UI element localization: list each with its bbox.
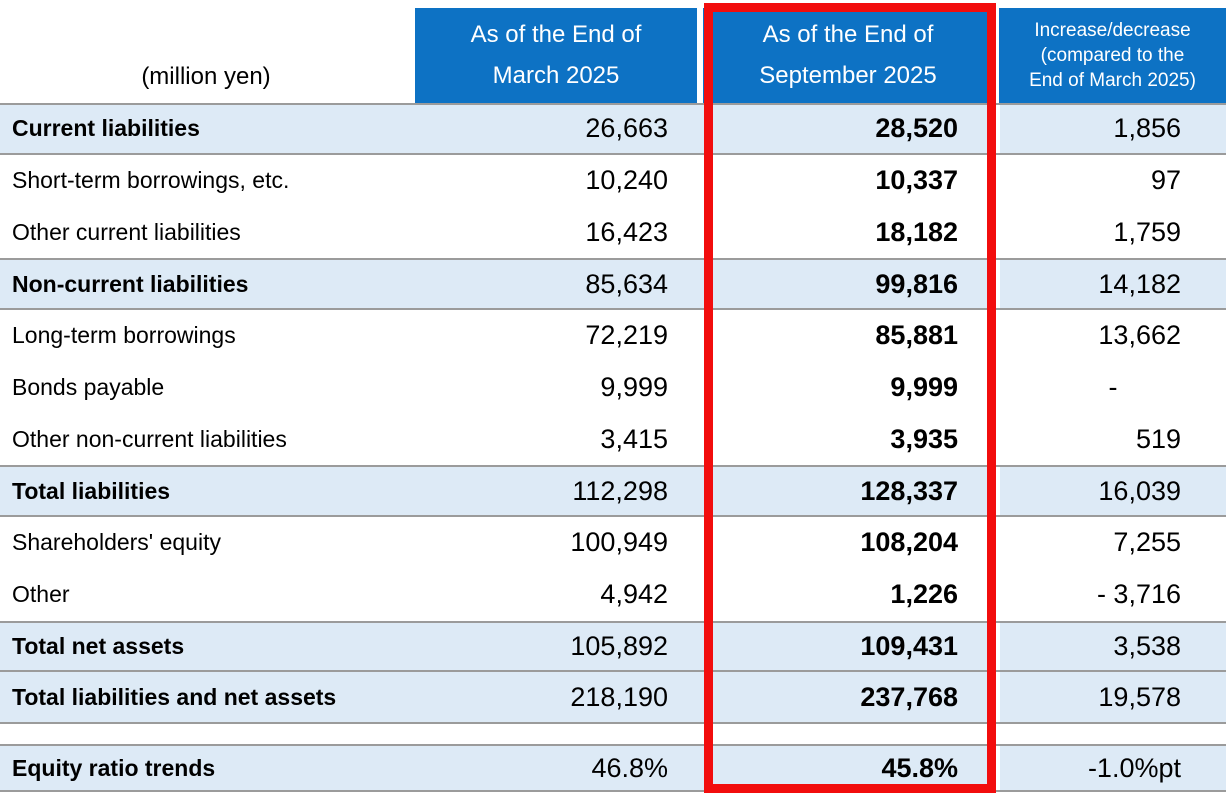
column-gap xyxy=(994,361,1000,414)
change-value: 14,182 xyxy=(1000,260,1226,308)
section-spacer xyxy=(0,724,1226,744)
march-value: 85,634 xyxy=(412,260,700,308)
table-row-bonds-payable: Bonds payable 9,999 9,999 - xyxy=(0,361,1226,414)
table-row-shareholders-equity: Shareholders' equity 100,949 108,204 7,2… xyxy=(0,517,1226,569)
row-label: Equity ratio trends xyxy=(0,746,412,790)
table-row-other: Other 4,942 1,226 - 3,716 xyxy=(0,568,1226,621)
march-value: 26,663 xyxy=(412,105,700,153)
column-header-march-line2: March 2025 xyxy=(492,62,620,89)
change-value: 1,856 xyxy=(1000,105,1226,153)
september-value: 109,431 xyxy=(700,622,994,671)
column-gap xyxy=(994,154,1000,207)
september-value: 99,816 xyxy=(700,260,994,308)
change-value: 1,759 xyxy=(1000,206,1226,259)
row-label: Long-term borrowings xyxy=(0,310,412,362)
column-header-september-line2: September 2025 xyxy=(759,62,937,89)
september-value: 237,768 xyxy=(700,672,994,722)
table-row-other-non-current-liabilities: Other non-current liabilities 3,415 3,93… xyxy=(0,413,1226,466)
september-value: 85,881 xyxy=(700,310,994,362)
table-row-current-liabilities: Current liabilities 26,663 28,520 1,856 xyxy=(0,103,1226,155)
column-gap xyxy=(994,260,1000,308)
change-value: 3,538 xyxy=(1000,622,1226,671)
table-row-long-term-borrowings: Long-term borrowings 72,219 85,881 13,66… xyxy=(0,310,1226,362)
table-row-equity-ratio-trends: Equity ratio trends 46.8% 45.8% -1.0%pt xyxy=(0,744,1226,792)
column-gap xyxy=(994,206,1000,259)
september-value: 1,226 xyxy=(700,568,994,621)
change-value: - 3,716 xyxy=(1000,568,1226,621)
row-label: Shareholders' equity xyxy=(0,517,412,569)
change-value: 7,255 xyxy=(1000,517,1226,569)
september-value: 18,182 xyxy=(700,206,994,259)
column-header-change-line3: End of March 2025) xyxy=(1029,70,1196,91)
column-header-september-line1: As of the End of xyxy=(762,21,934,48)
table-header: (million yen) As of the End of March 202… xyxy=(0,0,1226,103)
table-row-total-net-assets: Total net assets 105,892 109,431 3,538 xyxy=(0,620,1226,673)
row-label: Other non-current liabilities xyxy=(0,413,412,466)
table-row-total-liabilities-and-net-assets: Total liabilities and net assets 218,190… xyxy=(0,672,1226,724)
column-header-change-line2: (compared to the xyxy=(1040,45,1185,66)
column-gap xyxy=(994,413,1000,466)
march-value: 72,219 xyxy=(412,310,700,362)
unit-label: (million yen) xyxy=(141,63,271,90)
march-value: 100,949 xyxy=(412,517,700,569)
september-value: 10,337 xyxy=(700,154,994,207)
column-gap xyxy=(994,105,1000,153)
column-gap xyxy=(994,568,1000,621)
march-value: 10,240 xyxy=(412,154,700,207)
row-label: Non-current liabilities xyxy=(0,260,412,308)
change-value: 19,578 xyxy=(1000,672,1226,722)
table-row-other-current-liabilities: Other current liabilities 16,423 18,182 … xyxy=(0,206,1226,259)
column-gap xyxy=(994,310,1000,362)
column-header-change: Increase/decrease (compared to the End o… xyxy=(999,8,1226,103)
row-label: Bonds payable xyxy=(0,361,412,414)
column-gap xyxy=(994,672,1000,722)
change-value: 97 xyxy=(1000,154,1226,207)
column-gap xyxy=(994,622,1000,671)
march-value: 218,190 xyxy=(412,672,700,722)
march-value: 46.8% xyxy=(412,746,700,790)
row-label: Other xyxy=(0,568,412,621)
row-label: Total net assets xyxy=(0,622,412,671)
column-gap xyxy=(994,467,1000,515)
september-value: 9,999 xyxy=(700,361,994,414)
column-header-march-line1: As of the End of xyxy=(470,21,642,48)
column-header-march: As of the End of March 2025 xyxy=(415,8,697,103)
row-label: Short-term borrowings, etc. xyxy=(0,154,412,207)
table-row-short-term-borrowings: Short-term borrowings, etc. 10,240 10,33… xyxy=(0,154,1226,207)
table-row-total-liabilities: Total liabilities 112,298 128,337 16,039 xyxy=(0,465,1226,517)
september-value: 128,337 xyxy=(700,467,994,515)
march-value: 9,999 xyxy=(412,361,700,414)
table-row-non-current-liabilities: Non-current liabilities 85,634 99,816 14… xyxy=(0,258,1226,310)
march-value: 105,892 xyxy=(412,622,700,671)
column-header-change-line1: Increase/decrease xyxy=(1034,20,1191,41)
change-value: 16,039 xyxy=(1000,467,1226,515)
row-label: Current liabilities xyxy=(0,105,412,153)
september-value: 3,935 xyxy=(700,413,994,466)
change-value: -1.0%pt xyxy=(1000,746,1226,790)
row-label: Total liabilities xyxy=(0,467,412,515)
september-value: 28,520 xyxy=(700,105,994,153)
september-value: 45.8% xyxy=(700,746,994,790)
row-label: Total liabilities and net assets xyxy=(0,672,412,722)
row-label: Other current liabilities xyxy=(0,206,412,259)
change-value: - xyxy=(1000,361,1226,414)
column-header-september: As of the End of September 2025 xyxy=(703,8,993,103)
march-value: 3,415 xyxy=(412,413,700,466)
march-value: 4,942 xyxy=(412,568,700,621)
column-gap xyxy=(994,517,1000,569)
change-value: 13,662 xyxy=(1000,310,1226,362)
september-value: 108,204 xyxy=(700,517,994,569)
change-value: 519 xyxy=(1000,413,1226,466)
march-value: 16,423 xyxy=(412,206,700,259)
march-value: 112,298 xyxy=(412,467,700,515)
column-gap xyxy=(994,746,1000,790)
